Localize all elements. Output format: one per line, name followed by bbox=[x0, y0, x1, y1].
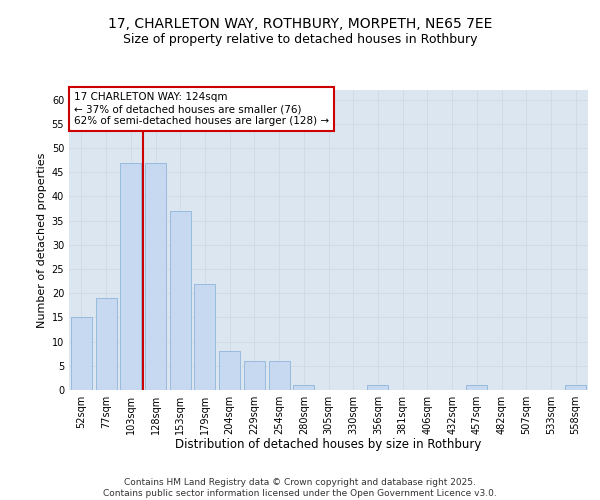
Y-axis label: Number of detached properties: Number of detached properties bbox=[37, 152, 47, 328]
X-axis label: Distribution of detached houses by size in Rothbury: Distribution of detached houses by size … bbox=[175, 438, 482, 452]
Bar bbox=[565, 385, 586, 390]
Bar bbox=[194, 284, 215, 390]
Bar bbox=[269, 361, 290, 390]
Bar bbox=[95, 298, 116, 390]
Text: 17, CHARLETON WAY, ROTHBURY, MORPETH, NE65 7EE: 17, CHARLETON WAY, ROTHBURY, MORPETH, NE… bbox=[108, 18, 492, 32]
Bar bbox=[367, 385, 388, 390]
Bar bbox=[244, 361, 265, 390]
Text: Contains HM Land Registry data © Crown copyright and database right 2025.
Contai: Contains HM Land Registry data © Crown c… bbox=[103, 478, 497, 498]
Bar bbox=[466, 385, 487, 390]
Bar bbox=[219, 352, 240, 390]
Text: 17 CHARLETON WAY: 124sqm
← 37% of detached houses are smaller (76)
62% of semi-d: 17 CHARLETON WAY: 124sqm ← 37% of detach… bbox=[74, 92, 329, 126]
Bar bbox=[120, 162, 141, 390]
Text: Size of property relative to detached houses in Rothbury: Size of property relative to detached ho… bbox=[123, 32, 477, 46]
Bar bbox=[170, 211, 191, 390]
Bar bbox=[71, 318, 92, 390]
Bar bbox=[293, 385, 314, 390]
Bar bbox=[145, 162, 166, 390]
